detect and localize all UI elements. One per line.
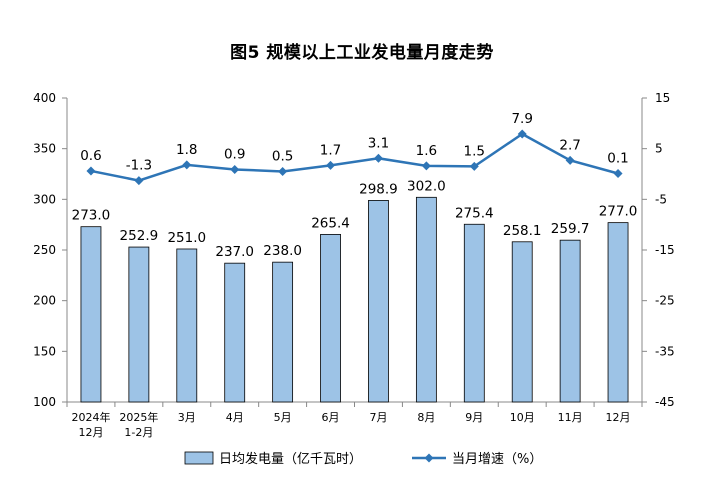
x-tick-label: 12月: [78, 426, 103, 439]
legend-line-marker: [424, 453, 434, 463]
y-right-tick-label: 15: [655, 91, 670, 105]
x-tick-label: 1-2月: [124, 426, 153, 439]
bar-value-label: 265.4: [311, 215, 350, 231]
line-value-label: 1.5: [464, 143, 485, 159]
bar-value-label: 298.9: [359, 181, 398, 197]
bar: [511, 241, 533, 403]
line-value-label: 7.9: [511, 111, 532, 127]
x-tick-label: 2025年: [119, 410, 158, 424]
line-marker: [230, 164, 240, 174]
line-marker: [326, 160, 336, 170]
line-marker: [469, 161, 479, 171]
line-marker: [278, 166, 288, 176]
line-value-label: 1.6: [416, 143, 437, 159]
bar-value-label: 251.0: [167, 230, 206, 246]
line-value-label: 0.9: [224, 146, 245, 162]
line-value-label: 0.5: [272, 148, 293, 164]
bar: [80, 226, 102, 403]
bar-value-label: 273.0: [72, 208, 111, 224]
bar-value-label: 238.0: [263, 243, 302, 259]
y-left-tick-label: 250: [33, 243, 56, 257]
line-marker: [517, 129, 527, 139]
x-tick-label: 6月: [322, 411, 340, 424]
x-tick-label: 7月: [369, 411, 387, 424]
legend-line-label: 当月增速（%）: [452, 452, 542, 467]
chart-title: 图5 规模以上工业发电量月度走势: [230, 43, 494, 63]
bar-value-label: 237.0: [215, 244, 254, 260]
x-tick-label: 4月: [226, 411, 244, 424]
y-right-tick-label: -15: [655, 243, 675, 257]
x-tick-label: 9月: [465, 411, 483, 424]
bar-value-label: 275.4: [455, 205, 494, 221]
y-left-tick-label: 100: [33, 395, 56, 409]
line-value-label: 1.8: [176, 142, 197, 158]
line-marker: [565, 155, 575, 165]
x-tick-label: 5月: [274, 411, 292, 424]
x-tick-label: 8月: [417, 411, 435, 424]
legend-bar-swatch: [184, 451, 214, 465]
y-left-tick-label: 350: [33, 142, 56, 156]
bar-value-label: 259.7: [551, 221, 590, 237]
y-right-tick-label: -25: [655, 294, 675, 308]
line-marker: [86, 166, 96, 176]
bar-value-label: 252.9: [120, 228, 159, 244]
y-right-tick-label: -45: [655, 395, 675, 409]
bar: [224, 262, 246, 403]
line-value-label: 0.1: [607, 150, 628, 166]
y-left-tick-label: 200: [33, 294, 56, 308]
x-tick-label: 2024年: [71, 410, 110, 424]
bar: [320, 233, 341, 403]
y-right-tick-label: -5: [655, 192, 667, 206]
bar: [415, 196, 437, 403]
bar: [176, 248, 198, 403]
bar: [128, 246, 150, 403]
y-left-tick-label: 300: [33, 192, 56, 206]
line-marker: [182, 160, 192, 170]
bar-value-label: 277.0: [599, 204, 638, 220]
y-left-tick-label: 150: [33, 344, 56, 358]
y-right-tick-label: -35: [655, 344, 675, 358]
line-marker: [613, 168, 623, 178]
bar-value-label: 258.1: [503, 223, 542, 239]
bar: [607, 222, 629, 403]
bar: [463, 223, 485, 403]
x-tick-label: 3月: [178, 411, 196, 424]
line-value-label: 3.1: [368, 135, 389, 151]
bar-value-label: 302.0: [407, 178, 446, 194]
x-tick-label: 10月: [510, 411, 535, 424]
y-right-tick-label: 5: [655, 142, 663, 156]
x-tick-label: 11月: [558, 411, 583, 424]
bar: [368, 200, 389, 403]
line-marker: [421, 161, 431, 171]
bar: [272, 261, 294, 403]
line-value-label: 1.7: [320, 142, 341, 158]
growth-line: [90, 132, 619, 182]
line-value-label: -1.3: [126, 158, 152, 174]
line-marker: [373, 153, 383, 163]
bar: [559, 239, 581, 403]
x-tick-label: 12月: [606, 411, 631, 424]
line-value-label: 0.6: [80, 148, 101, 164]
legend-bar-label: 日均发电量（亿千瓦时）: [219, 451, 362, 467]
line-marker: [134, 176, 144, 186]
y-left-tick-label: 400: [33, 91, 56, 105]
line-value-label: 2.7: [559, 137, 580, 153]
